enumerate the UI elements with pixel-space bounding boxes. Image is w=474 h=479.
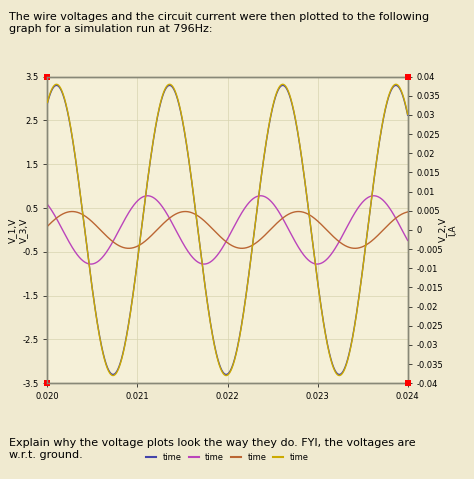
Legend: time, time, time, time: time, time, time, time bbox=[143, 449, 312, 465]
Text: The wire voltages and the circuit current were then plotted to the following
gra: The wire voltages and the circuit curren… bbox=[9, 12, 429, 34]
Y-axis label: V_1,V
V_3,V: V_1,V V_3,V bbox=[8, 217, 27, 242]
Text: Explain why the voltage plots look the way they do. FYI, the voltages are
w.r.t.: Explain why the voltage plots look the w… bbox=[9, 438, 416, 460]
Y-axis label: V_2,V
I,A: V_2,V I,A bbox=[438, 217, 457, 242]
